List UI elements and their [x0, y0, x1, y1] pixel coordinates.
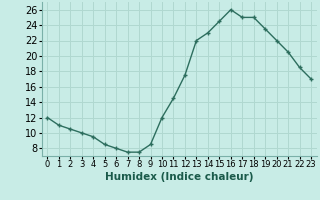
X-axis label: Humidex (Indice chaleur): Humidex (Indice chaleur): [105, 172, 253, 182]
